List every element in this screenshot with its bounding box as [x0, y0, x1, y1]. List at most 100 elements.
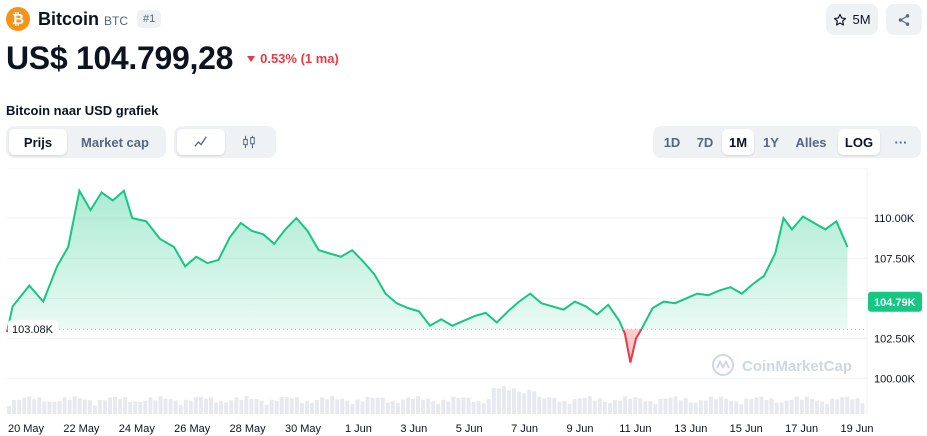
volume-bar [249, 399, 254, 414]
volume-bar [703, 400, 708, 414]
range-1y[interactable]: 1Y [763, 134, 779, 150]
price-line-up [6, 187, 849, 330]
volume-bar [299, 402, 304, 414]
volume-bar [52, 401, 57, 414]
price-value: US$ 104.799,28 [6, 40, 234, 76]
volume-bar [441, 399, 446, 414]
volume-bar [108, 397, 112, 414]
log-toggle[interactable]: LOG [838, 129, 880, 155]
volume-bar [825, 404, 830, 414]
volume-bar [678, 400, 683, 414]
coin-header: ₿ Bitcoin BTC #1 [6, 6, 162, 32]
volume-bar [643, 401, 648, 414]
range-1m[interactable]: 1M [722, 129, 754, 155]
volume-bar [658, 398, 663, 414]
volume-bar [562, 401, 567, 414]
volume-bar [744, 398, 749, 414]
volume-bar [365, 396, 370, 414]
caret-down-icon [247, 55, 256, 62]
range-1d[interactable]: 1D [663, 134, 681, 150]
volume-bar [360, 401, 365, 414]
volume-bar [663, 398, 668, 414]
volume-bar [264, 404, 269, 414]
volume-bar [203, 398, 208, 414]
volume-bar [234, 397, 239, 414]
volume-bar [32, 399, 37, 414]
volume-bar [491, 388, 496, 414]
x-tick-label: 7 Jun [511, 423, 538, 435]
volume-bar [779, 402, 784, 414]
bitcoin-logo-icon: ₿ [6, 7, 30, 31]
volume-bar [325, 399, 330, 414]
volume-bar [294, 397, 299, 414]
volume-bar [82, 399, 87, 414]
volume-bar [390, 401, 395, 414]
volume-bar [537, 396, 542, 414]
line-chart-button[interactable] [177, 129, 225, 155]
x-tick-label: 11 Jun [619, 423, 651, 435]
volume-bar [62, 397, 67, 414]
volume-bar [219, 401, 224, 414]
baseline-label: 103.08K [12, 324, 54, 336]
volume-bar [451, 396, 456, 414]
volume-bar [47, 401, 52, 414]
x-tick-label: 17 Jun [785, 423, 818, 435]
volume-bar [754, 397, 759, 414]
volume-bar [22, 397, 27, 414]
share-button[interactable] [886, 4, 922, 35]
volume-bar [163, 398, 168, 414]
star-icon [834, 13, 847, 26]
more-options-button[interactable]: ··· [894, 134, 908, 150]
x-tick-label: 22 May [63, 423, 100, 435]
volume-bar [269, 399, 274, 414]
volume-bar [481, 403, 486, 414]
volume-bar [340, 398, 345, 414]
volume-bar [486, 399, 491, 414]
range-7d[interactable]: 7D [696, 134, 714, 150]
volume-bar [12, 399, 17, 414]
volume-bar [133, 401, 138, 414]
x-tick-label: 20 May [8, 423, 45, 435]
x-tick-label: 28 May [230, 423, 267, 435]
volume-bar [577, 398, 582, 414]
volume-bar [729, 401, 734, 414]
watchlist-button[interactable]: 5M [826, 4, 878, 35]
volume-bar [335, 399, 340, 414]
volume-bar [688, 402, 693, 414]
x-tick-label: 26 May [174, 423, 211, 435]
candlestick-button[interactable] [225, 129, 273, 155]
volume-bar [395, 403, 400, 414]
volume-bar [749, 398, 754, 414]
volume-bar [835, 399, 840, 414]
volume-bar [653, 404, 658, 414]
line-chart-icon [194, 136, 207, 147]
volume-bar [582, 398, 587, 414]
volume-bar [552, 398, 557, 414]
volume-bar [446, 401, 451, 414]
range-alles[interactable]: Alles [795, 134, 827, 150]
price-change-text: 0.53% (1 ma) [260, 51, 339, 66]
volume-bar [310, 402, 314, 414]
volume-bar [567, 403, 572, 414]
volume-bar [724, 398, 729, 414]
volume-bar [734, 401, 739, 414]
volume-bar [421, 399, 426, 414]
volume-bar [254, 398, 259, 414]
current-price-badge [868, 291, 922, 312]
volume-bar [304, 401, 309, 414]
volume-bar [279, 397, 284, 414]
volume-bar [633, 396, 638, 414]
volume-bar [411, 398, 415, 414]
volume-bar [436, 403, 441, 414]
tab-market-cap[interactable]: Market cap [81, 134, 149, 150]
y-tick-label: 102.50K [874, 334, 916, 346]
tab-prijs[interactable]: Prijs [9, 129, 67, 155]
volume-bar [799, 399, 804, 414]
volume-bar [613, 400, 617, 414]
volume-bar [557, 401, 562, 414]
price-area-up [7, 190, 848, 330]
volume-bar [784, 400, 789, 414]
x-tick-label: 13 Jun [674, 423, 707, 435]
